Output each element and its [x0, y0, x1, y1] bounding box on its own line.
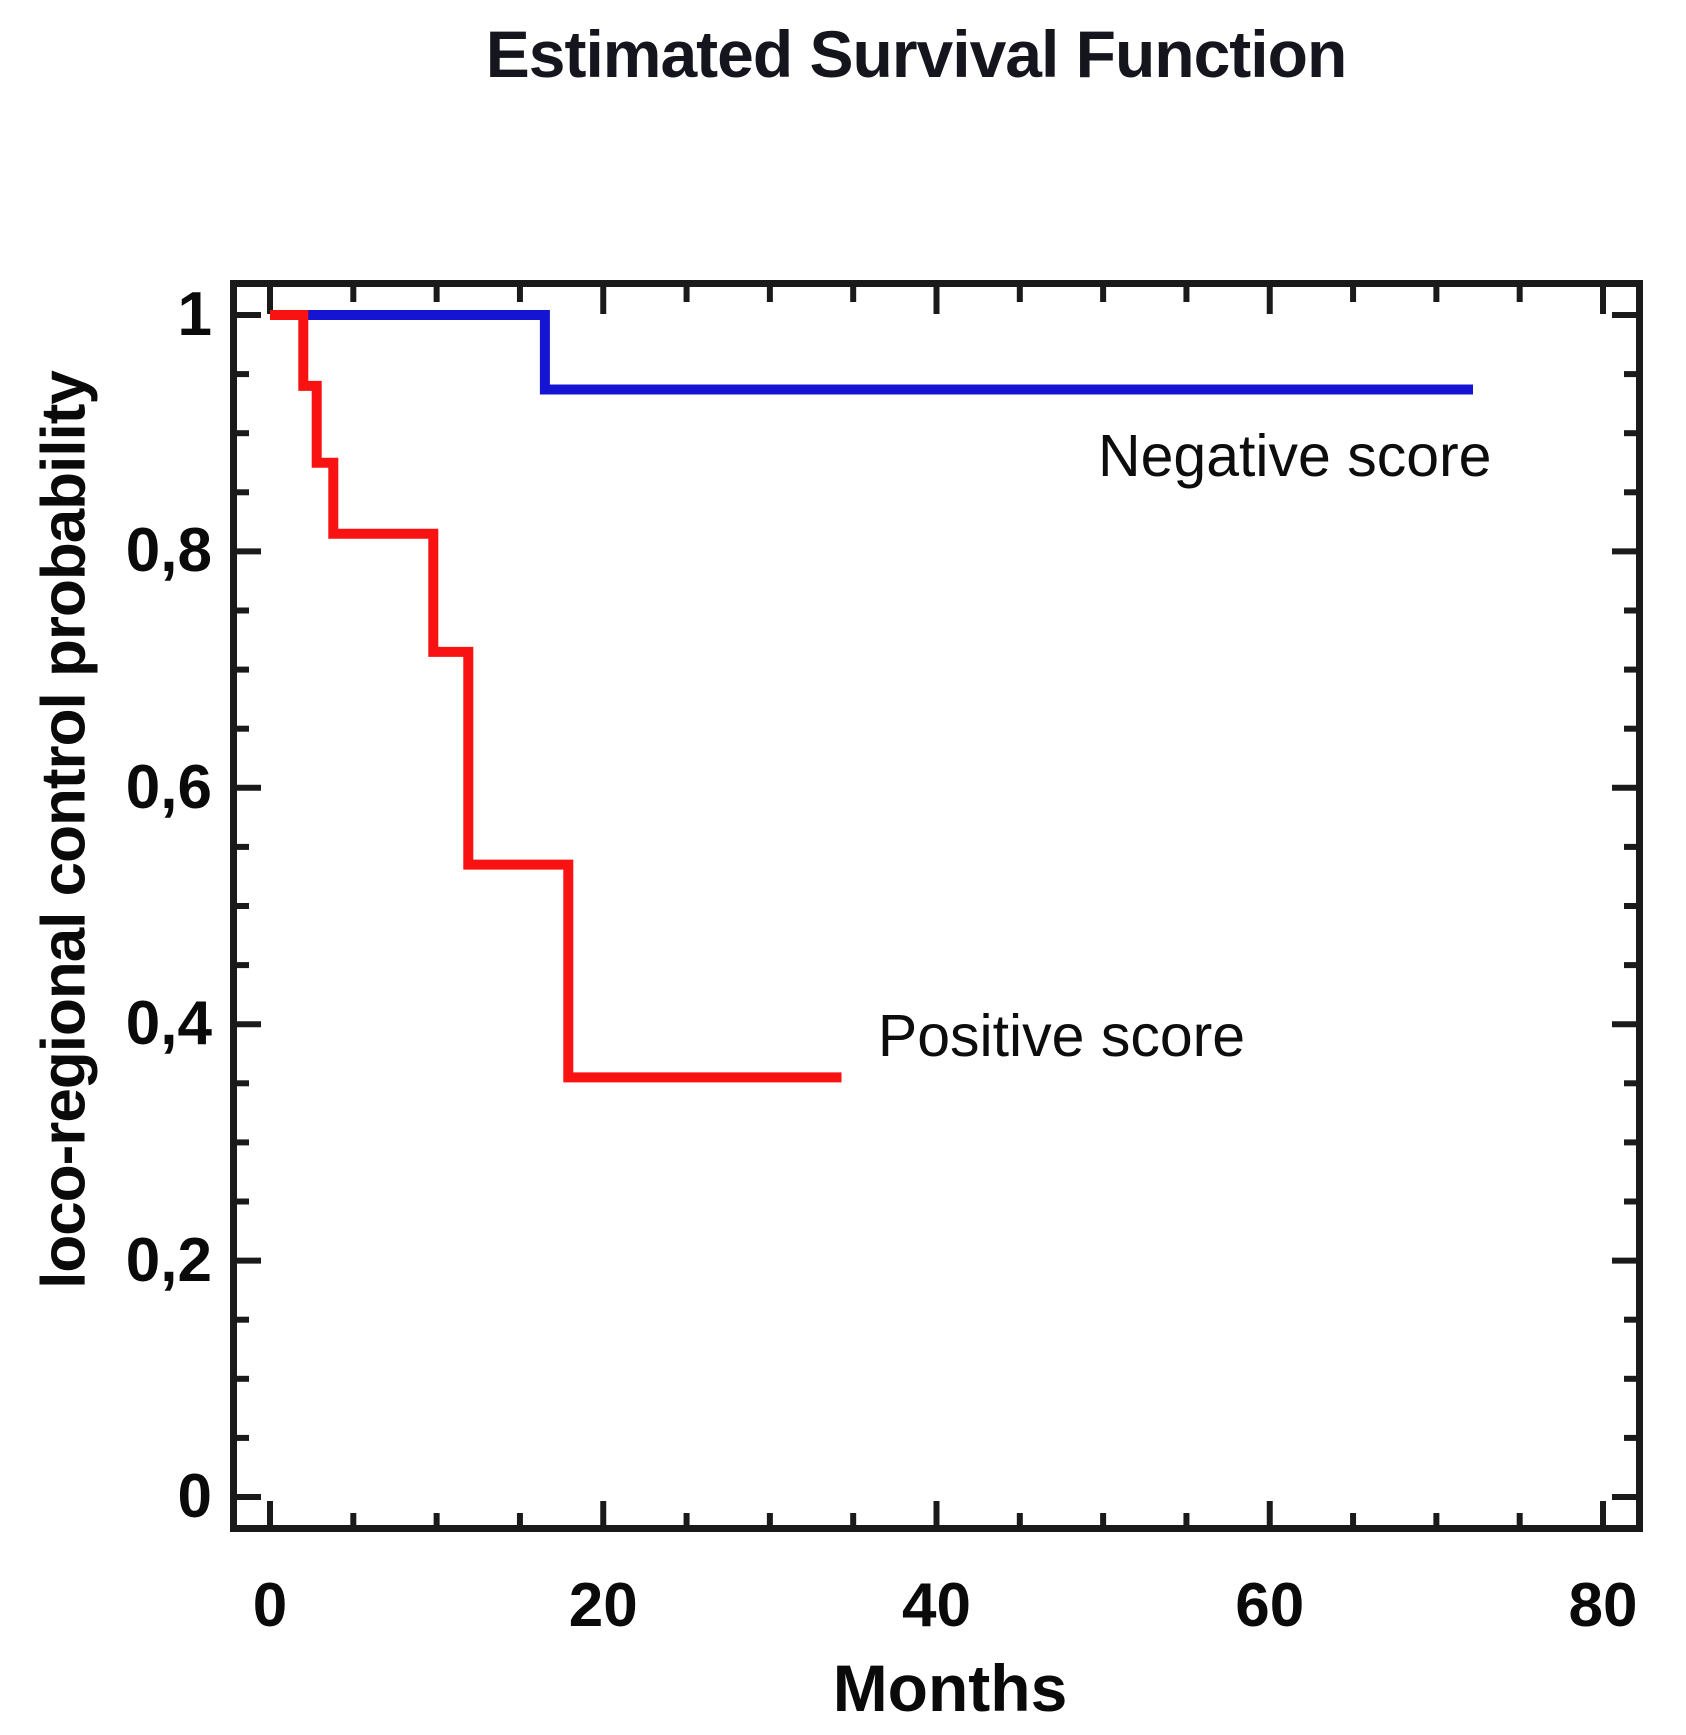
- chart-title: Estimated Survival Function: [485, 17, 1348, 91]
- y-tick-label: 0,4: [125, 989, 212, 1059]
- series-label-negative-score: Negative score: [1097, 422, 1492, 489]
- x-tick-label: 0: [252, 1571, 288, 1640]
- y-tick-label: 0: [177, 1462, 212, 1531]
- series-line-positive-score: [270, 310, 842, 1083]
- y-tick-label: 0,6: [125, 752, 212, 822]
- series-label-positive-score: Positive score: [877, 1003, 1246, 1070]
- y-axis-label: loco-regional control probability: [29, 371, 99, 1289]
- x-tick-label: 80: [1568, 1571, 1638, 1640]
- x-tick-label: 40: [902, 1571, 971, 1640]
- y-tick-label: 1: [177, 280, 212, 349]
- x-axis-label: Months: [832, 1651, 1068, 1725]
- x-tick-label: 60: [1235, 1571, 1305, 1640]
- y-tick-label: 0,2: [125, 1225, 212, 1295]
- series-line-negative-score: [270, 310, 1473, 395]
- x-tick-label: 20: [568, 1571, 638, 1640]
- y-tick-label: 0,8: [125, 516, 212, 586]
